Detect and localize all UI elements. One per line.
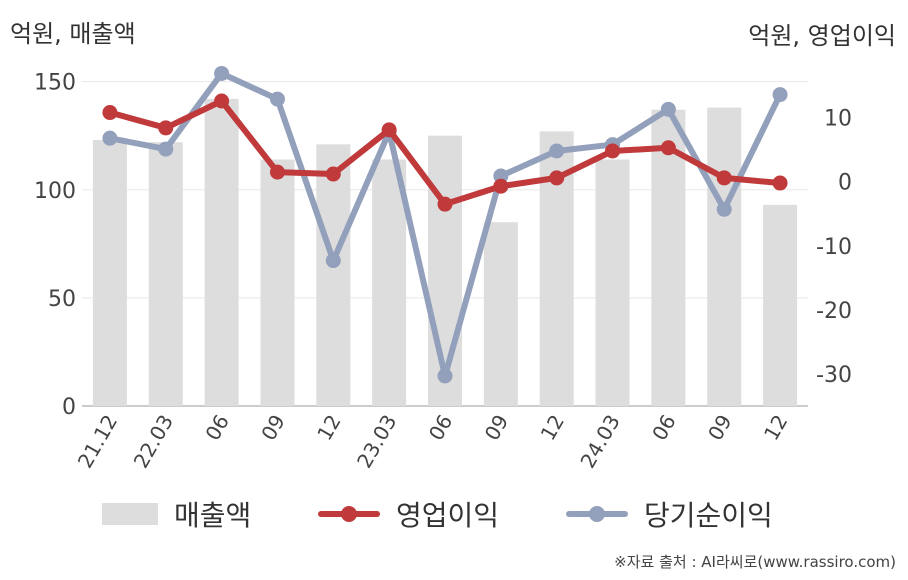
x-tick-label: 12 <box>759 411 793 445</box>
x-tick-label: 09 <box>256 411 290 445</box>
x-tick-label: 24.03 <box>575 411 624 473</box>
data-point <box>437 368 453 384</box>
data-point <box>381 122 397 138</box>
data-point <box>605 143 621 159</box>
x-tick-label: 12 <box>312 411 346 445</box>
bar <box>428 135 462 406</box>
y-right-tick-label: 10 <box>824 107 852 132</box>
y-left-tick-label: 50 <box>48 287 76 312</box>
data-point <box>549 143 565 159</box>
data-point <box>269 164 285 180</box>
bar <box>595 159 630 406</box>
bar <box>148 142 183 407</box>
x-tick-label: 09 <box>703 411 737 445</box>
data-point <box>493 178 509 194</box>
legend-item-operating-profit: 영업이익 <box>318 494 499 534</box>
source-credit: ※자료 출처 : AI라씨로(www.rassiro.com) <box>614 553 896 571</box>
x-tick-label: 23.03 <box>352 411 401 473</box>
data-point <box>102 105 118 121</box>
bar <box>372 159 407 406</box>
legend-swatch-line-icon <box>318 503 380 525</box>
y-right-tick-label: 0 <box>838 171 852 196</box>
data-point <box>102 130 118 146</box>
y-left-tick-label: 150 <box>34 71 76 96</box>
x-tick-label: 06 <box>647 411 681 445</box>
y-right-tick-label: -10 <box>816 235 852 260</box>
data-point <box>269 91 285 107</box>
bar <box>260 159 295 406</box>
bar <box>707 107 742 406</box>
legend-label: 당기순이익 <box>644 499 773 532</box>
x-tick-label: 12 <box>536 411 570 445</box>
data-point <box>325 253 341 269</box>
legend-label: 매출액 <box>174 499 252 532</box>
x-tick-label: 22.03 <box>129 411 178 473</box>
data-point <box>437 196 453 212</box>
legend-swatch-line-icon <box>566 503 628 525</box>
legend-swatch-bar-icon <box>102 503 158 525</box>
bar <box>204 98 239 407</box>
bar <box>763 204 798 406</box>
y-left-tick-label: 0 <box>62 395 76 420</box>
x-tick-label: 21.12 <box>73 411 122 473</box>
y-right-tick-label: -20 <box>816 299 852 324</box>
bar <box>92 140 127 406</box>
data-point <box>549 170 565 186</box>
y-right-tick-label: -30 <box>816 363 852 388</box>
data-point <box>214 65 230 81</box>
data-point <box>716 201 732 217</box>
legend-label: 영업이익 <box>396 499 500 532</box>
data-point <box>660 101 676 117</box>
data-point <box>772 87 788 103</box>
data-point <box>716 170 732 186</box>
bar <box>483 222 518 406</box>
data-point <box>493 168 509 184</box>
bar <box>316 144 351 406</box>
data-point <box>158 120 174 136</box>
data-point <box>772 175 788 191</box>
x-tick-label: 09 <box>480 411 514 445</box>
y-left-tick-label: 100 <box>34 179 76 204</box>
x-tick-label: 06 <box>200 411 234 445</box>
left-axis-unit: 억원, 매출액 <box>10 20 136 48</box>
right-axis-unit: 억원, 영업이익 <box>748 22 896 50</box>
data-point <box>660 140 676 156</box>
data-point <box>325 166 341 182</box>
x-tick-label: 06 <box>424 411 458 445</box>
legend-item-net-income: 당기순이익 <box>566 494 773 534</box>
data-point <box>158 141 174 157</box>
bar <box>651 109 686 407</box>
legend-item-revenue: 매출액 <box>102 494 251 534</box>
data-point <box>214 93 230 109</box>
